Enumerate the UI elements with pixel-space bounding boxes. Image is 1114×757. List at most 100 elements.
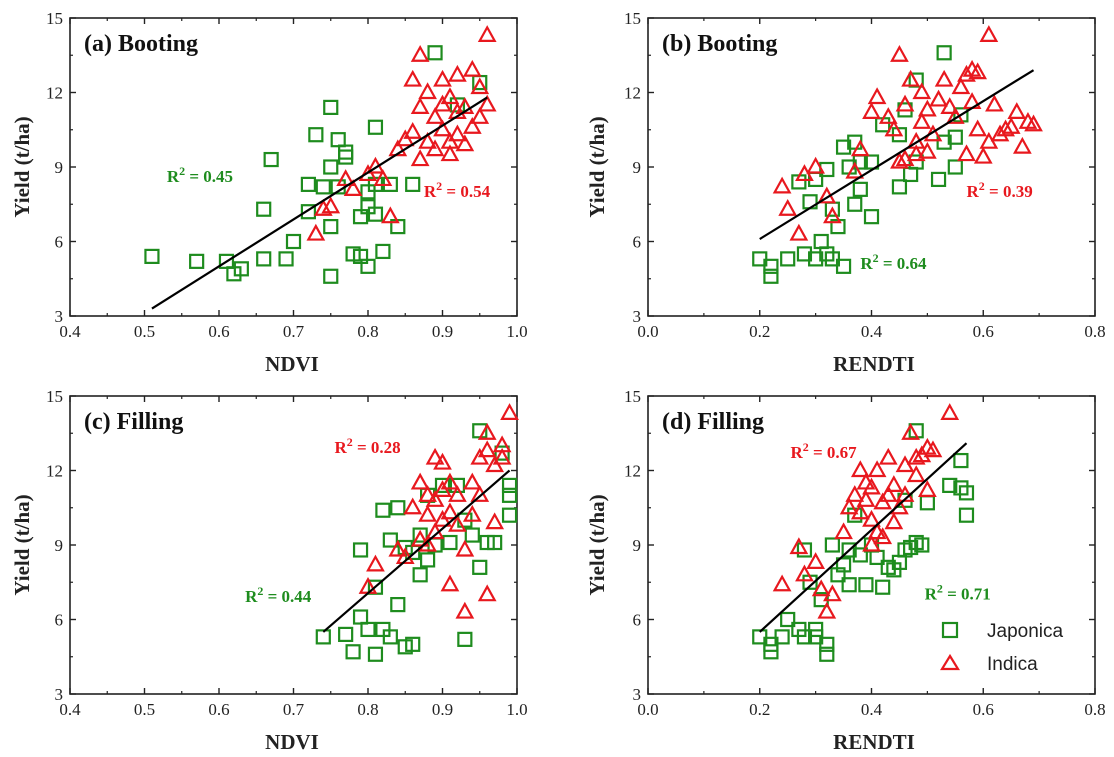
- japonica-point: [285, 233, 302, 250]
- indica-point: [890, 44, 909, 62]
- indica-point: [806, 552, 825, 569]
- japonica-point: [382, 629, 398, 645]
- japonica-point: [323, 268, 339, 284]
- indica-point: [492, 447, 512, 465]
- panel-a-booting-ndvi: (a) Booting NDVI Yield (t/ha) 0.4 0.5 0.6 0…: [10, 9, 528, 376]
- japonica-point: [367, 119, 384, 135]
- r2-annotation-indica: R2 = 0.54: [424, 179, 491, 201]
- y-axis-title: Yield (t/ha): [10, 494, 34, 595]
- x-tick-label: 0.6: [973, 322, 994, 341]
- panel-title: (d) Filling: [662, 409, 764, 435]
- y-tick-label: 9: [633, 158, 642, 177]
- indica-point: [878, 447, 898, 465]
- indica-point: [895, 94, 915, 112]
- r2-annotation-japonica: R2 = 0.71: [925, 582, 991, 604]
- indica-point: [403, 69, 423, 87]
- japonica-point: [852, 547, 868, 563]
- y-tick-label: 15: [624, 387, 641, 406]
- japonica-point: [472, 559, 488, 575]
- japonica-point: [936, 45, 952, 61]
- y-tick-label: 6: [633, 233, 642, 252]
- japonica-point: [487, 534, 503, 551]
- indica-point: [973, 146, 993, 164]
- panel-c-filling-ndvi: (c) Filling NDVI Yield (t/ha) 0.4 0.5 0.6 0…: [10, 387, 528, 754]
- x-tick-label: 0.4: [861, 700, 883, 719]
- y-tick-label: 9: [633, 536, 642, 555]
- japonica-point: [434, 477, 451, 493]
- legend: Japonica Indica: [940, 621, 1063, 675]
- japonica-point: [958, 485, 975, 501]
- indica-point: [380, 206, 400, 224]
- japonica-point: [813, 233, 829, 250]
- indica-point: [425, 139, 445, 157]
- x-axis-title: NDVI: [265, 730, 319, 754]
- indica-point: [343, 179, 363, 196]
- indica-point: [1007, 102, 1027, 119]
- x-tick-label: 0.6: [973, 700, 994, 719]
- japonica-point: [847, 196, 863, 212]
- indica-point: [940, 97, 960, 115]
- japonica-point: [891, 179, 908, 195]
- plot-frame: [647, 395, 1096, 695]
- indica-point: [403, 497, 423, 515]
- japonica-point: [914, 537, 930, 553]
- indica-point: [906, 144, 926, 162]
- japonica-point: [300, 176, 316, 192]
- x-tick-label: 0.9: [432, 700, 453, 719]
- indica-point: [477, 422, 497, 440]
- y-tick-label: 3: [55, 685, 64, 704]
- indica-point: [336, 169, 356, 187]
- japonica-point: [819, 646, 835, 662]
- indica-point: [306, 223, 326, 241]
- indica-point: [388, 539, 408, 557]
- japonica-point: [323, 159, 339, 175]
- indica-point: [929, 89, 948, 107]
- panel-d-filling-rendti: (d) Filling RENDTI Yield (t/ha) 0.0 0.2 0.…: [585, 387, 1106, 754]
- indica-point: [817, 601, 837, 619]
- legend-label-indica: Indica: [987, 654, 1038, 675]
- japonica-point: [256, 201, 272, 217]
- indica-point: [895, 485, 915, 502]
- japonica-point: [501, 477, 518, 493]
- japonica-point: [494, 445, 510, 461]
- indica-point: [418, 82, 437, 100]
- indica-point: [873, 527, 893, 545]
- indica-point: [772, 574, 792, 592]
- indica-point: [957, 144, 976, 162]
- indica-point: [862, 509, 881, 527]
- indica-point: [823, 206, 842, 224]
- japonica-point: [390, 596, 406, 613]
- indica-point: [918, 141, 937, 159]
- japonica-point: [501, 487, 518, 503]
- japonica-point: [835, 139, 852, 155]
- japonica-point: [256, 251, 272, 267]
- japonica-point: [835, 557, 852, 573]
- y-tick-label: 12: [624, 84, 641, 103]
- indica-point: [934, 69, 954, 87]
- indica-point: [448, 102, 467, 119]
- y-axis-title: Yield (t/ha): [585, 116, 609, 217]
- x-tick-label: 0.2: [749, 700, 770, 719]
- x-tick-label: 0.8: [1084, 322, 1105, 341]
- x-tick-label: 0.6: [208, 700, 229, 719]
- japonica-point: [808, 251, 824, 267]
- indica-point: [856, 490, 876, 507]
- plot-frame: [69, 395, 518, 695]
- x-tick-label: 0.4: [861, 322, 883, 341]
- japonica-point: [338, 149, 354, 165]
- regression-line: [759, 442, 968, 633]
- japonica-point: [449, 477, 465, 493]
- indica-point: [940, 403, 960, 420]
- x-tick-label: 0.5: [134, 322, 155, 341]
- indica-point: [884, 475, 904, 492]
- x-tick-label: 0.6: [208, 322, 229, 341]
- indica-point: [957, 64, 976, 82]
- indica-point: [418, 485, 437, 502]
- japonica-point: [942, 477, 958, 493]
- indica-point: [410, 97, 430, 115]
- x-tick-label: 0.7: [283, 700, 305, 719]
- indica-point: [373, 169, 393, 187]
- indica-point: [823, 584, 842, 602]
- japonica-point: [352, 609, 369, 625]
- japonica-point: [841, 577, 857, 593]
